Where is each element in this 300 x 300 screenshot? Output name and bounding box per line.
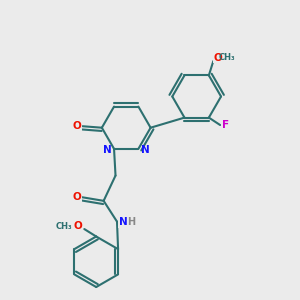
Text: O: O bbox=[73, 192, 81, 202]
Text: O: O bbox=[73, 121, 82, 131]
Text: F: F bbox=[222, 120, 229, 130]
Text: N: N bbox=[141, 145, 149, 155]
Text: CH₃: CH₃ bbox=[56, 222, 72, 231]
Text: H: H bbox=[127, 217, 135, 227]
Text: O: O bbox=[74, 221, 83, 231]
Text: CH₃: CH₃ bbox=[219, 53, 235, 62]
Text: N: N bbox=[118, 217, 127, 227]
Text: O: O bbox=[213, 52, 222, 63]
Text: N: N bbox=[103, 145, 112, 155]
